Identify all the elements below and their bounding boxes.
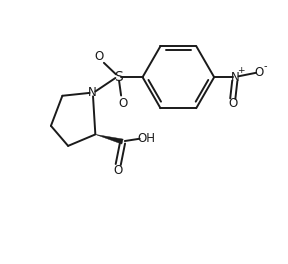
Text: N: N: [231, 71, 240, 84]
Text: O: O: [113, 164, 123, 177]
Text: S: S: [114, 70, 123, 84]
Text: -: -: [264, 62, 268, 72]
Text: O: O: [254, 66, 263, 79]
Text: N: N: [88, 86, 97, 100]
Text: O: O: [118, 97, 127, 110]
Text: O: O: [228, 97, 237, 110]
Text: OH: OH: [138, 132, 156, 145]
Text: O: O: [94, 50, 104, 63]
Polygon shape: [95, 134, 123, 144]
Text: +: +: [237, 66, 245, 75]
